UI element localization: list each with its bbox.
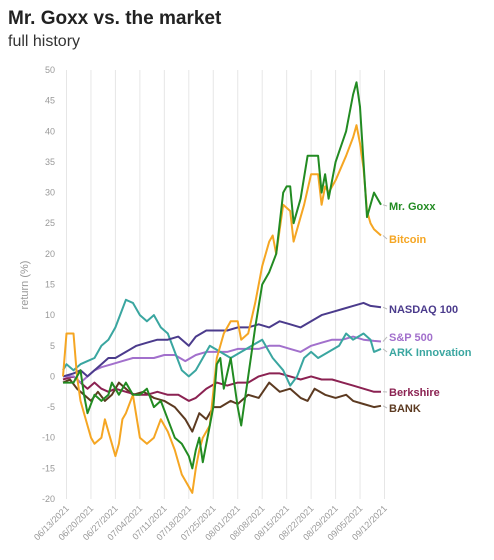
series-label-s-p-500: S&P 500 <box>389 332 433 344</box>
series-line-berkshire <box>62 372 381 402</box>
label-connector <box>382 204 388 207</box>
y-tick-label: -5 <box>47 402 55 412</box>
y-tick-label: -10 <box>42 433 55 443</box>
chart-title: Mr. Goxx vs. the market <box>8 8 222 29</box>
label-connector <box>382 405 388 409</box>
series-line-bitcoin <box>62 124 382 494</box>
y-tick-label: 40 <box>45 126 55 136</box>
series-label-ark-innovation: ARK Innovation <box>389 347 472 359</box>
series-line-bank <box>62 378 382 433</box>
y-tick-label: 30 <box>45 188 55 198</box>
label-connector <box>382 306 388 310</box>
label-connector <box>382 235 388 240</box>
series-label-nasdaq-100: NASDAQ 100 <box>389 304 458 316</box>
y-tick-label: 0 <box>50 371 55 381</box>
y-tick-label: 50 <box>45 65 55 75</box>
y-axis-label: return (%) <box>19 261 31 310</box>
series-label-mr-goxx: Mr. Goxx <box>389 201 436 213</box>
y-tick-label: 10 <box>45 310 55 320</box>
series-label-bank: BANK <box>389 403 421 415</box>
label-connector <box>382 348 388 353</box>
y-tick-label: 45 <box>45 96 55 106</box>
y-axis: -20 -15 -10 -5 0 5 10 15 20 25 30 35 40 45 50 <box>42 65 55 504</box>
series-label-bitcoin: Bitcoin <box>389 234 427 246</box>
series-labels: BANK Berkshire S&P 500 ARK Innovation NASDAQ… <box>382 201 472 415</box>
y-tick-label: 15 <box>45 280 55 290</box>
series-label-berkshire: Berkshire <box>389 387 440 399</box>
y-tick-label: 25 <box>45 218 55 228</box>
series-line-s-p-500 <box>63 335 382 384</box>
x-axis: 06/13/202106/20/202106/27/202107/04/2021… <box>32 503 389 542</box>
series-lines <box>62 81 382 494</box>
series-line-mr-goxx <box>63 81 382 470</box>
y-tick-label: -15 <box>42 463 55 473</box>
series-line-nasdaq-100 <box>62 301 382 378</box>
series-line-ark-innovation <box>62 298 382 387</box>
y-tick-label: -20 <box>42 494 55 504</box>
grid <box>65 70 386 499</box>
y-tick-label: 5 <box>50 341 55 351</box>
y-tick-label: 20 <box>45 249 55 259</box>
label-connector <box>382 336 388 342</box>
chart-subtitle: full history <box>8 33 81 50</box>
y-tick-label: 35 <box>45 157 55 167</box>
